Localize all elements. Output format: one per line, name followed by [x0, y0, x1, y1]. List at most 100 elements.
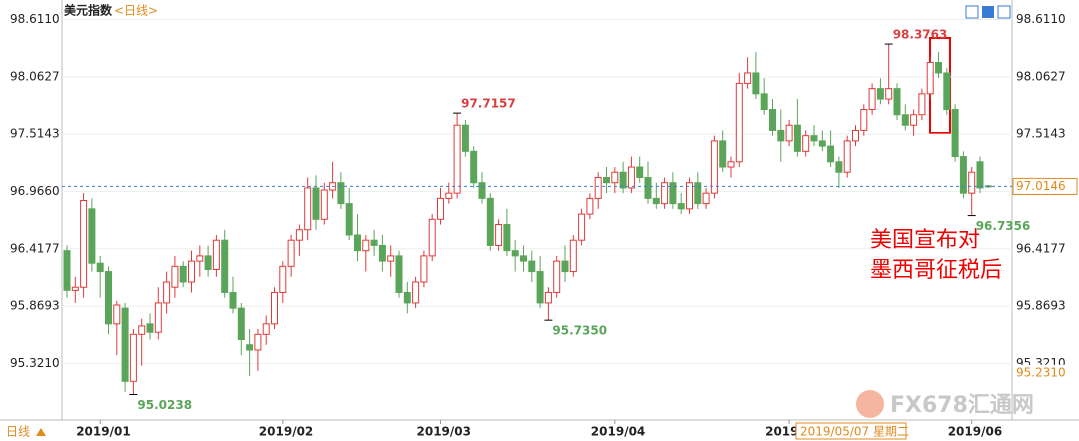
- candle-body: [544, 291, 552, 304]
- candle-body: [221, 239, 229, 293]
- watermark: FX678汇通网: [890, 393, 1034, 418]
- candle-body: [619, 171, 627, 189]
- candle-body: [113, 304, 121, 325]
- candle-body: [80, 199, 88, 288]
- x-tick-label: 2019/04: [591, 425, 645, 439]
- candle-body: [528, 260, 536, 273]
- y-tick-label: 96.4177: [10, 241, 60, 255]
- candle-body: [868, 88, 876, 111]
- period-label[interactable]: 日线: [6, 425, 30, 439]
- candle-body: [553, 260, 561, 293]
- candle-body: [188, 260, 195, 283]
- candle-body: [852, 129, 859, 142]
- candle-body: [677, 203, 685, 210]
- toolbar[interactable]: [965, 5, 1011, 19]
- price-marker-label: 97.0146: [1016, 179, 1066, 193]
- extreme-label: 98.3763: [893, 28, 948, 42]
- candle-body: [594, 176, 602, 199]
- candle-body: [412, 281, 420, 304]
- candle-body: [320, 189, 328, 220]
- candle-body: [760, 93, 768, 111]
- candle-body: [461, 124, 469, 152]
- extreme-label: 95.0238: [137, 398, 192, 412]
- candle-body: [312, 187, 320, 220]
- y-tick-label: 96.9660: [10, 184, 60, 198]
- candle-body: [976, 161, 984, 189]
- candle-body: [204, 255, 212, 270]
- candle-body: [611, 171, 619, 184]
- candle-body: [727, 161, 735, 168]
- cursor-label: 2019/05/07 星期二: [800, 425, 909, 439]
- candle-body: [279, 265, 287, 293]
- candle-body: [63, 250, 71, 291]
- candle-body: [237, 307, 245, 341]
- x-tick-label: 2019/06: [948, 425, 1002, 439]
- candle-body: [578, 213, 586, 241]
- candle-body: [694, 182, 702, 205]
- candle-body: [951, 109, 959, 158]
- period-arrow[interactable]: [36, 428, 46, 436]
- candle-body: [843, 140, 851, 173]
- candle-body: [793, 124, 801, 152]
- y-tick-label: 97.5143: [1016, 127, 1066, 141]
- extreme-label: 97.7157: [461, 97, 516, 111]
- watermark-logo: [856, 390, 884, 418]
- candle-body: [810, 135, 818, 142]
- candle-body: [569, 239, 577, 273]
- candle-body: [495, 224, 503, 246]
- candle-body: [901, 114, 909, 126]
- candle-body: [212, 239, 220, 270]
- candle-body: [420, 255, 428, 283]
- candle-body: [171, 265, 179, 288]
- candle-body: [802, 135, 810, 152]
- candle-body: [486, 197, 494, 246]
- candle-body: [918, 93, 926, 116]
- annotation: 墨西哥征税后: [870, 258, 1002, 283]
- extreme-label: 96.7356: [976, 219, 1031, 233]
- candle-body: [860, 109, 868, 131]
- candle-body: [105, 271, 112, 325]
- candle-body: [287, 239, 295, 267]
- candle-body: [818, 140, 826, 147]
- candle-body: [835, 161, 843, 173]
- candle-body: [403, 291, 411, 304]
- candle-body: [345, 203, 353, 236]
- tool-icon[interactable]: [982, 6, 994, 18]
- candle-body: [362, 239, 370, 252]
- candle-body: [943, 72, 951, 111]
- candle-body: [304, 187, 312, 231]
- candle-body: [179, 265, 187, 283]
- candle-body: [636, 166, 644, 178]
- candle-body: [354, 234, 361, 252]
- candle-body: [777, 129, 785, 142]
- candle-body: [229, 291, 237, 309]
- candle-body: [893, 88, 901, 116]
- candle-body: [511, 250, 519, 257]
- candle-body: [146, 323, 154, 333]
- chart-subtitle: <日线>: [114, 4, 158, 18]
- candle-body: [129, 333, 137, 382]
- price-marker-label: 95.2310: [1016, 365, 1066, 379]
- candle-body: [935, 61, 942, 74]
- candle-body: [395, 255, 403, 293]
- candle-body: [719, 140, 727, 168]
- candle-body: [254, 333, 262, 351]
- candle-body: [735, 82, 743, 163]
- candle-body: [536, 271, 544, 304]
- tool-icon[interactable]: [997, 5, 1011, 19]
- candle-body: [196, 255, 204, 262]
- candle-body: [710, 140, 718, 194]
- x-tick-label: 2019/02: [259, 425, 313, 439]
- candle-body: [827, 145, 835, 163]
- price-marker-box: [1012, 177, 1078, 195]
- y-tick-label: 98.0627: [10, 69, 60, 83]
- tool-icon[interactable]: [965, 5, 979, 19]
- price-marker-box: [1013, 364, 1077, 381]
- candle-body: [586, 197, 594, 215]
- candle-body: [370, 239, 378, 246]
- y-tick-label: 98.6110: [10, 12, 60, 26]
- y-tick-label: 96.4177: [1016, 241, 1066, 255]
- candle-body: [378, 244, 386, 262]
